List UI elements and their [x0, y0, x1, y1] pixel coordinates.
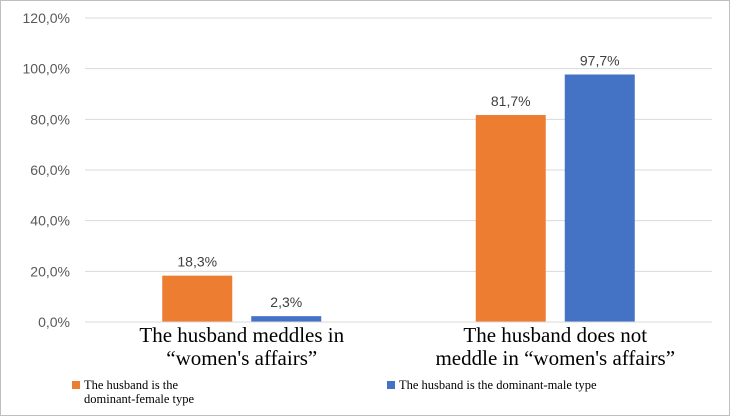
y-axis: 0,0% 20,0% 40,0% 60,0% 80,0% 100,0% 120,0% — [23, 10, 70, 330]
x-category-label-line: The husband meddles in — [139, 323, 344, 347]
x-category-label-line: The husband does not — [463, 323, 647, 347]
bar — [162, 275, 233, 322]
x-category-label-line: meddle in “women's affairs” — [435, 346, 675, 370]
x-category-label: The husband does not meddle in “women's a… — [435, 323, 675, 370]
x-category-label-line: “women's affairs” — [166, 346, 317, 370]
y-tick-label: 0,0% — [38, 314, 70, 330]
bar — [475, 115, 546, 322]
legend-label-line: The husband is the — [84, 378, 179, 392]
legend: The husband is the dominant-female typeTh… — [72, 378, 597, 406]
x-category-label: The husband meddles in “women's affairs” — [139, 323, 344, 370]
data-label: 81,7% — [491, 93, 531, 109]
y-tick-label: 120,0% — [23, 10, 70, 26]
data-label: 18,3% — [177, 254, 217, 270]
data-labels: 18,3% 2,3% 81,7% 97,7% — [177, 52, 619, 310]
bars — [162, 74, 635, 322]
data-label: 2,3% — [270, 294, 302, 310]
legend-swatch — [387, 381, 395, 389]
legend-swatch — [72, 381, 80, 389]
legend-label: The husband is the dominant-female type — [84, 378, 194, 406]
bar — [251, 316, 322, 322]
legend-label-line: dominant-female type — [84, 392, 194, 406]
y-tick-label: 40,0% — [30, 213, 70, 229]
legend-label: The husband is the dominant-male type — [399, 378, 597, 392]
y-tick-label: 20,0% — [30, 263, 70, 279]
y-tick-label: 100,0% — [23, 61, 70, 77]
data-label: 97,7% — [580, 52, 620, 68]
bar — [564, 74, 635, 322]
y-tick-label: 60,0% — [30, 162, 70, 178]
x-axis: The husband meddles in “women's affairs”T… — [85, 321, 712, 370]
legend-label-line: The husband is the dominant-male type — [399, 378, 597, 392]
y-tick-label: 80,0% — [30, 111, 70, 127]
